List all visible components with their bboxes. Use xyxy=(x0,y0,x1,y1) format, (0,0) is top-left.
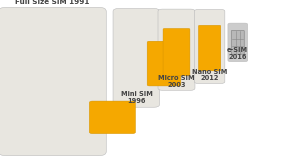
FancyBboxPatch shape xyxy=(163,28,190,76)
FancyBboxPatch shape xyxy=(0,7,106,156)
Text: Mini SIM
1996: Mini SIM 1996 xyxy=(120,91,152,104)
FancyBboxPatch shape xyxy=(113,8,160,107)
FancyBboxPatch shape xyxy=(158,9,195,90)
FancyBboxPatch shape xyxy=(198,25,221,71)
Text: Micro SIM
2003: Micro SIM 2003 xyxy=(158,75,195,88)
FancyBboxPatch shape xyxy=(147,41,181,86)
Text: Nano SIM
2012: Nano SIM 2012 xyxy=(192,68,227,82)
FancyBboxPatch shape xyxy=(89,101,136,134)
Text: Full Size SIM 1991: Full Size SIM 1991 xyxy=(15,0,90,5)
FancyBboxPatch shape xyxy=(194,9,225,83)
FancyBboxPatch shape xyxy=(228,23,248,62)
Text: e-SIM
2016: e-SIM 2016 xyxy=(227,47,248,60)
FancyBboxPatch shape xyxy=(231,30,244,54)
